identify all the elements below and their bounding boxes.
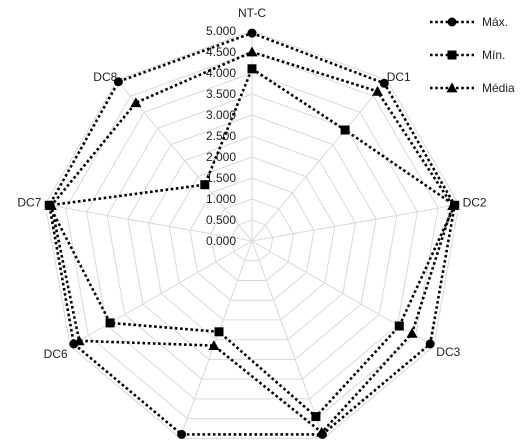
- tick-label: 2.500: [206, 129, 236, 143]
- legend-entry: Média: [430, 81, 515, 95]
- legend-marker: [447, 50, 457, 60]
- data-point: [311, 412, 321, 422]
- grid-ring-6: [127, 114, 377, 360]
- data-point: [379, 78, 389, 88]
- tick-label: 0.500: [206, 213, 236, 227]
- category-label: DC2: [463, 196, 487, 210]
- category-labels: NT-CDC1DC2DC3DC4DC5DC6DC7DC8: [17, 6, 487, 361]
- category-label: DC7: [17, 196, 41, 210]
- data-point: [372, 85, 383, 96]
- legend-marker: [447, 17, 457, 27]
- grid-ring-5: [148, 135, 356, 341]
- data-point: [214, 327, 224, 337]
- grid-ring-7: [106, 93, 398, 380]
- grid-ring-2: [210, 198, 294, 281]
- legend-label: Média: [482, 81, 515, 95]
- data-point: [200, 180, 210, 190]
- data-point: [246, 46, 258, 57]
- legend: Máx. Mín. Média: [430, 15, 515, 95]
- series-line: [47, 66, 457, 419]
- tick-label: 4.000: [206, 66, 236, 80]
- tick-label: 0.000: [206, 234, 236, 248]
- grid-spoke-2: [251, 204, 459, 242]
- tick-label: 5.000: [206, 24, 236, 38]
- data-point: [247, 64, 257, 74]
- data-point: [394, 321, 404, 331]
- data-point: [447, 200, 459, 210]
- series-line: [50, 50, 455, 435]
- grid-spoke-4: [251, 240, 325, 439]
- legend-entry: Mín.: [430, 48, 505, 62]
- category-label: DC3: [436, 345, 460, 359]
- grid-spoke-6: [69, 240, 253, 347]
- category-label: DC8: [93, 70, 117, 84]
- grid-ring-9: [65, 51, 439, 420]
- grid-spoke-1: [251, 79, 388, 242]
- tick-label: 4.500: [206, 45, 236, 59]
- grid-spoke-7: [45, 204, 253, 242]
- tick-label: 1.000: [206, 192, 236, 206]
- category-label: NT-C: [238, 6, 266, 20]
- tick-label: 3.500: [206, 87, 236, 101]
- legend-entry: Máx.: [430, 15, 508, 29]
- series-2: [45, 46, 459, 437]
- grid-ring-4: [168, 156, 336, 321]
- grid-ring-10: [44, 30, 460, 439]
- data-point: [425, 339, 435, 349]
- data-point: [340, 125, 350, 135]
- data-point: [130, 97, 142, 108]
- series-line: [47, 31, 457, 436]
- legend-label: Mín.: [482, 48, 505, 62]
- data-point: [113, 77, 123, 87]
- data-point: [45, 200, 57, 210]
- radial-tick-labels: 0.000 0.500 1.000 1.500 2.000 2.500 3.000 3.500…: [206, 24, 236, 248]
- category-label: DC6: [44, 347, 68, 361]
- data-point: [316, 426, 328, 437]
- tick-label: 2.000: [206, 150, 236, 164]
- legend-label: Máx.: [482, 15, 508, 29]
- category-label: DC1: [387, 70, 411, 84]
- data-point: [247, 28, 257, 38]
- data-point: [105, 318, 115, 328]
- data-point: [177, 429, 187, 439]
- grid-spoke-3: [251, 240, 435, 347]
- data-point: [73, 335, 85, 346]
- grid-ring-3: [189, 177, 315, 301]
- series-layer: [44, 28, 460, 439]
- data-point: [406, 327, 418, 338]
- grid-ring-1: [230, 219, 274, 262]
- tick-label: 3.000: [206, 108, 236, 122]
- data-point: [208, 340, 220, 350]
- grid-spoke-5: [179, 240, 253, 439]
- legend-marker: [446, 82, 458, 93]
- grid-ring-8: [86, 72, 418, 400]
- tick-label: 1.500: [206, 171, 236, 185]
